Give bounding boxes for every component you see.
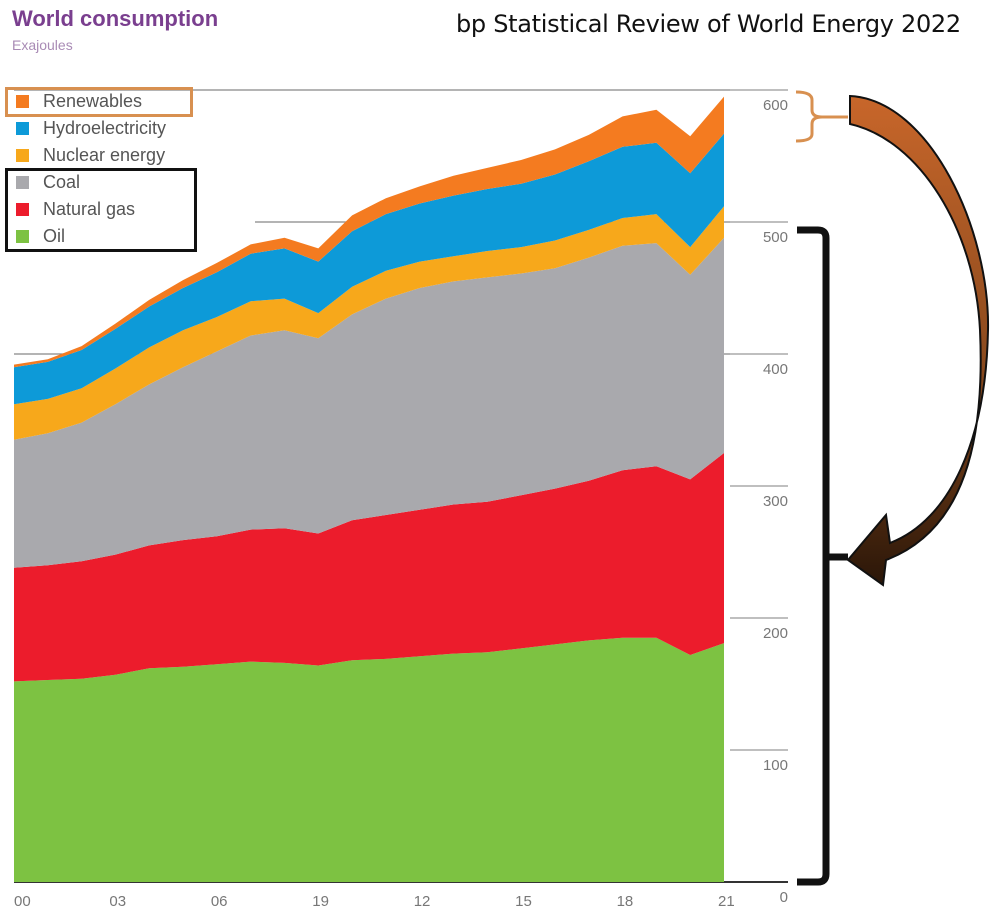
legend-swatch xyxy=(16,230,29,243)
legend-item: Natural gas xyxy=(8,196,166,223)
legend-item: Nuclear energy xyxy=(8,142,166,169)
legend-item: Coal xyxy=(8,169,166,196)
x-tick-label: 06 xyxy=(211,893,228,910)
x-tick-label: 15 xyxy=(515,893,532,910)
legend-swatch xyxy=(16,203,29,216)
chart-title: World consumption xyxy=(12,6,219,31)
renewables-brace xyxy=(795,90,848,143)
fossil-bracket xyxy=(797,226,848,886)
legend-label: Coal xyxy=(43,172,81,192)
legend-label: Hydroelectricity xyxy=(43,118,167,138)
area-oil xyxy=(14,637,724,882)
legend-label: Renewables xyxy=(43,91,143,111)
legend-item: Renewables xyxy=(8,88,166,115)
annotations xyxy=(795,90,990,886)
x-tick-label: 12 xyxy=(414,893,431,910)
legend-swatch xyxy=(16,149,29,162)
x-tick-label: 21 xyxy=(718,893,735,910)
legend-highlight-renewables xyxy=(5,87,193,117)
y-tick-label: 300 xyxy=(763,493,788,510)
axes: 0 100 200 300 400 500 600 00 03 06 19 12 15 18 21 xyxy=(14,97,788,910)
area-hydroelectricity xyxy=(14,133,724,405)
legend-label: Nuclear energy xyxy=(43,145,166,165)
x-tick-label: 18 xyxy=(617,893,634,910)
source-caption: bp Statistical Review of World Energy 20… xyxy=(456,10,961,38)
area-coal xyxy=(14,237,724,568)
y-tick-label: 600 xyxy=(763,97,788,114)
area-natural-gas xyxy=(14,453,724,682)
legend: Renewables Hydroelectricity Nuclear energy… xyxy=(8,88,166,250)
legend-item: Hydroelectricity xyxy=(8,115,166,142)
area-renewables xyxy=(14,96,724,368)
chart-subtitle: Exajoules xyxy=(12,37,73,53)
y-tick-label: 100 xyxy=(763,757,788,774)
legend-item: Oil xyxy=(8,223,166,250)
area-nuclear-energy xyxy=(14,206,724,440)
y-tick-label: 500 xyxy=(763,229,788,246)
x-tick-label: 00 xyxy=(14,893,31,910)
x-tick-label: 03 xyxy=(109,893,126,910)
y-tick-label: 200 xyxy=(763,625,788,642)
area-series-layer xyxy=(14,96,724,882)
legend-label: Natural gas xyxy=(43,199,136,219)
legend-highlight-fossil xyxy=(5,168,197,252)
legend-swatch xyxy=(16,122,29,135)
legend-swatch xyxy=(16,95,29,108)
y-tick-label: 0 xyxy=(780,889,788,906)
curved-arrow-icon xyxy=(846,94,990,587)
legend-label: Oil xyxy=(43,226,65,246)
y-tick-label: 400 xyxy=(763,361,788,378)
x-tick-label: 19 xyxy=(312,893,329,910)
legend-swatch xyxy=(16,176,29,189)
